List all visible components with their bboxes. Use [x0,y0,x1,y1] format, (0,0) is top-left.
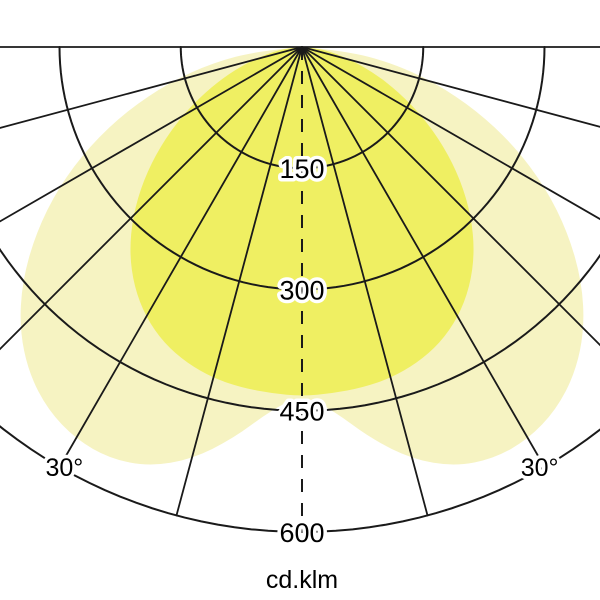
unit-label: cd.klm [266,566,338,594]
radial-label-300: 300 [279,276,324,306]
grid-spoke-45-right [301,46,600,347]
radial-label-150: 150 [279,154,324,184]
grid-spoke-30-left [58,46,303,468]
radial-tick-labels: 150 300 450 600 [276,151,328,552]
grid-spoke-45-left [0,46,303,351]
grid-spoke-15-left [175,46,303,517]
grid-spoke-75-left [0,46,303,129]
grid-spoke-15-right [301,46,429,517]
grid-spoke-30-right [301,46,546,468]
grid-spoke-75-right [301,46,600,128]
polar-grid-spokes [0,46,600,517]
angle-label-right-30: 30° [521,454,559,482]
grid-spoke-60-left [0,46,303,223]
grid-spoke-60-right [301,46,600,221]
radial-label-600: 600 [279,518,324,548]
angle-label-left-30: 30° [46,454,84,482]
angle-tick-labels: 90° 60° 30° 90° 60° 30° [42,451,562,486]
radial-label-450: 450 [279,397,324,427]
